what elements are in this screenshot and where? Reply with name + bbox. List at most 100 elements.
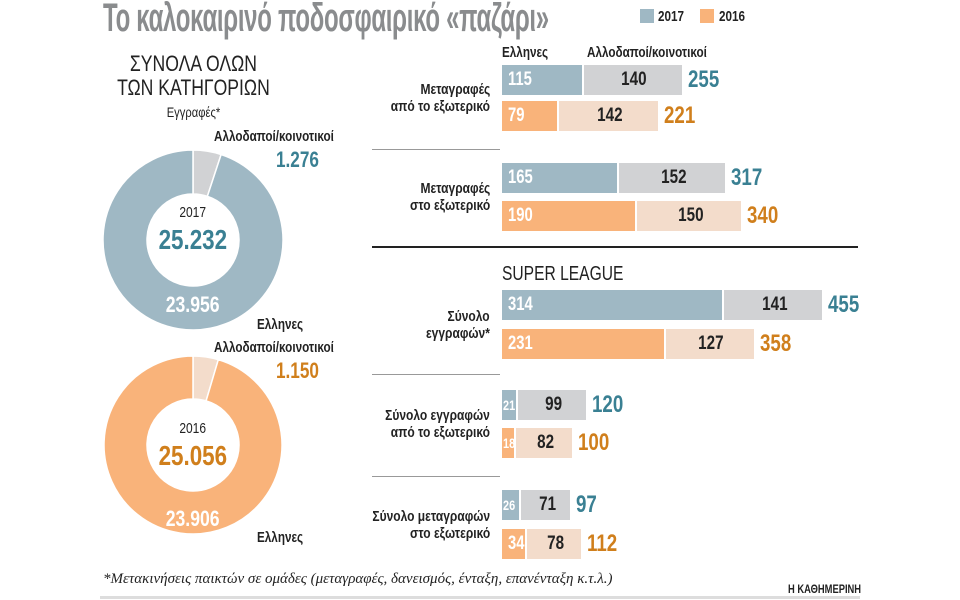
separator [372,374,500,375]
bar-total-value: 97 [576,491,598,518]
donut-2017-total: 25.232 [158,224,228,255]
bar-foreign-value: 78 [546,533,564,554]
section-divider [372,246,858,248]
donut-2016-total: 25.056 [158,440,228,471]
infographic-title: Το καλοκαιρινό ποδοσφαιρικό «παζάρι» [103,0,623,40]
bar-foreign-value: 142 [596,105,623,126]
separator [372,149,500,150]
legend-label: 2017 [658,8,685,25]
donut-2016-slice-greek [103,355,283,535]
publisher-logo: Η ΚΑΘΗΜΕΡΙΝΗ [788,582,862,596]
bar-total-value: 255 [687,66,719,93]
bar-total-value: 112 [586,530,618,557]
bar-foreign-2016 [665,329,755,359]
donut-2016-year: 2016 [179,420,207,437]
group-label-line: στο εξωτερικό [409,197,490,214]
group-label-line: Μεταγραφές [420,81,490,98]
bar-foreign-2017 [517,390,587,420]
bar-greek-2016 [502,329,664,359]
donut-2017-year: 2017 [179,204,207,221]
donut-2017-slice-greek [102,149,284,331]
bar-total-value: 317 [731,164,763,191]
bar-greek-2016 [502,101,557,131]
bar-greek-2016 [502,201,635,231]
heading-line: ΣΥΝΟΛΑ ΟΛΩΝ [129,51,257,76]
legend: 2017 2016 [640,8,752,26]
bar-foreign-value: 152 [660,167,687,188]
bar-foreign-value: 140 [621,69,647,90]
bar-greek-value: 231 [508,333,533,354]
column-header-greek: Ελληνες [502,44,549,61]
group-label: Μεταγραφές από το εξωτερικό [290,81,490,115]
bar-greek-2017 [502,490,520,520]
legend-label: 2016 [718,8,745,25]
bar-greek-value: 190 [508,205,533,226]
bar-greek-value: 34 [508,533,525,554]
footnote: *Μετακινήσεις παικτών σε ομάδες (μεταγρα… [103,571,613,587]
bar-greek-value: 115 [508,69,532,90]
group-label-line: Σύνολο εγγραφών [385,407,490,424]
donut-2017-foreign-label: Αλλοδαποί/κοινοτικοί [214,128,334,145]
bottom-rule [100,596,860,599]
heading-line: ΤΩΝ ΚΑΤΗΓΟΡΙΩΝ [116,75,270,100]
group-label-line: από το εξωτερικό [390,424,490,441]
group-label-line: από το εξωτερικό [390,98,490,115]
group-label: Σύνολο μεταγραφών στο εξωτερικό [290,508,490,542]
bar-total-value: 358 [760,330,792,357]
bar-greek-value: 18 [503,435,516,451]
group-label: Σύνολο εγγραφών από το εξωτερικό [290,407,490,441]
bar-foreign-value: 141 [761,294,788,315]
left-subheading-text: Εγγραφές* [166,104,220,120]
donut-2016-foreign-label: Αλλοδαποί/κοινοτικοί [214,339,334,356]
bar-foreign-value: 71 [538,494,556,515]
bar-foreign-2017 [583,65,682,95]
bar-greek-2017 [502,290,723,320]
bar-greek-value: 79 [508,105,525,126]
bar-foreign-value: 99 [545,394,563,415]
bar-foreign-value: 82 [537,432,554,453]
legend-swatch-2016 [700,9,715,23]
bar-foreign-2017 [619,163,726,193]
donut-2017-greek-value: 23.956 [166,292,220,317]
group-label-line: Μεταγραφές [420,180,490,197]
bar-foreign-2016 [515,428,573,458]
bar-greek-value: 26 [503,497,516,513]
group-label-line: Σύνολο [447,307,490,325]
bar-total-value: 455 [828,291,860,318]
donut-2016-foreign-value: 1.150 [276,358,319,383]
left-heading: ΣΥΝΟΛΑ ΟΛΩΝ ΤΩΝ ΚΑΤΗΓΟΡΙΩΝ [93,52,293,100]
bar-foreign-2016 [636,201,742,231]
bar-foreign-2017 [724,290,823,320]
left-subheading: Εγγραφές* [93,104,293,120]
donut-2016-greek-label: Ελληνες [257,529,304,546]
bar-total-value: 120 [592,391,624,418]
bar-total-value: 100 [578,429,610,456]
group-label: Μεταγραφές στο εξωτερικό [290,180,490,214]
bar-greek-2017 [502,390,516,420]
bar-foreign-value: 127 [698,333,724,354]
donut-2016-greek-value: 23.906 [166,506,220,531]
bar-greek-value: 165 [508,167,533,188]
bar-foreign-2017 [521,490,571,520]
bar-greek-2016 [502,529,525,559]
bar-greek-value: 314 [508,294,533,315]
bar-foreign-2016 [526,529,581,559]
group-label-line: στο εξωτερικό [409,524,490,542]
group-label-line: Σύνολο μεταγραφών [372,507,490,525]
bar-foreign-value: 150 [677,205,704,226]
donut-2017-foreign-value: 1.276 [276,147,319,172]
legend-item-2016: 2016 [700,8,752,25]
bar-total-value: 340 [747,202,779,229]
separator [372,476,500,477]
section-heading-super-league: SUPER LEAGUE [502,263,624,285]
donut-2017-greek-label: Ελληνες [257,316,304,333]
infographic-title-text: Το καλοκαιρινό ποδοσφαιρικό «παζάρι» [103,0,549,40]
bar-greek-2016 [502,428,514,458]
legend-item-2017: 2017 [640,8,692,25]
bar-greek-2017 [502,65,582,95]
group-label: Σύνολο εγγραφών* [290,308,490,342]
legend-swatch-2017 [640,9,654,23]
bar-greek-value: 21 [503,397,516,413]
bar-total-value: 221 [663,102,695,129]
